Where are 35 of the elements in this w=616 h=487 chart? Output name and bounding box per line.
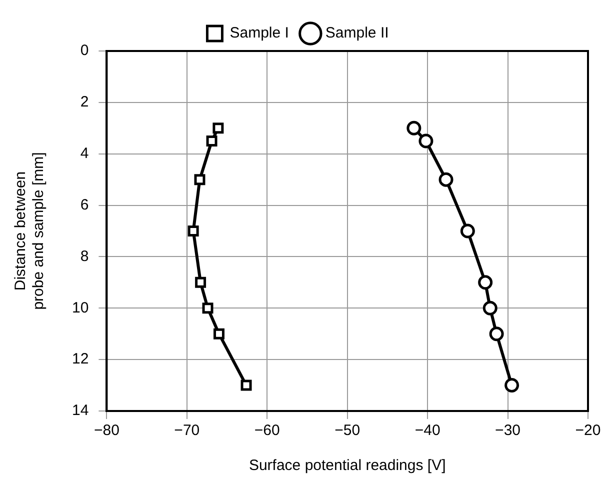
- y-tick-label: 12: [72, 350, 89, 368]
- y-tick-label: 6: [80, 196, 89, 214]
- point: [460, 224, 475, 238]
- y-tick-label: 4: [80, 145, 89, 162]
- point: [504, 378, 520, 393]
- x-axis-title: Surface potential readings [V]: [248, 457, 446, 474]
- point: [418, 134, 434, 148]
- x-tick-label: −80: [94, 422, 120, 440]
- point: [240, 380, 252, 391]
- y-tick-label: 14: [72, 402, 89, 420]
- point: [206, 136, 218, 146]
- y-tick-label: 8: [80, 248, 89, 265]
- point: [214, 328, 224, 340]
- point: [478, 275, 493, 290]
- point: [194, 174, 206, 186]
- x-tick-label: −50: [334, 422, 360, 440]
- point: [438, 172, 454, 187]
- y-tick-label: 10: [72, 299, 89, 316]
- y-axis-title: Distance between probe and sample [mm]: [12, 152, 48, 310]
- point: [195, 276, 206, 288]
- y-tick-label: 2: [80, 94, 89, 111]
- point: [212, 122, 224, 134]
- legend-label: Sample I: [230, 24, 289, 42]
- x-tick-label: −40: [414, 422, 440, 440]
- point: [489, 326, 504, 342]
- point: [202, 302, 214, 314]
- x-tick-label: −20: [575, 422, 601, 440]
- y-tick-label: 0: [80, 42, 89, 60]
- point: [406, 120, 422, 136]
- point: [482, 300, 498, 316]
- x-tick-label: −60: [254, 422, 280, 440]
- x-tick-label: −30: [495, 422, 521, 440]
- x-tick-label: −70: [174, 422, 200, 440]
- legend-label: Sample II: [325, 24, 389, 42]
- point: [188, 226, 199, 236]
